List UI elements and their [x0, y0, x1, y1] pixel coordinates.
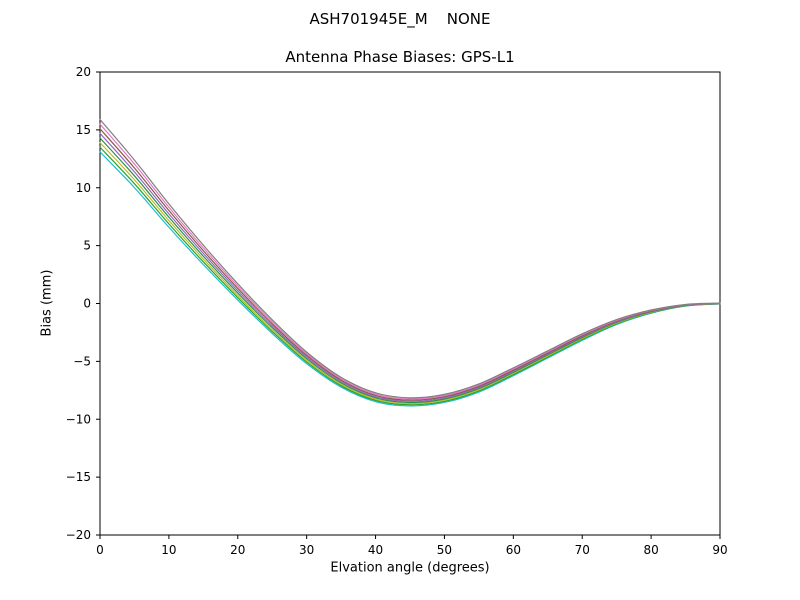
series-line [99, 142, 721, 405]
y-tick-label: 15 [76, 123, 91, 137]
y-tick-label: 20 [76, 65, 91, 79]
x-tick-label: 20 [230, 543, 245, 557]
x-tick-label: 60 [506, 543, 521, 557]
chart-title: ASH701945E_M NONE [309, 10, 491, 28]
series-line [99, 128, 721, 401]
x-tick-label: 40 [368, 543, 383, 557]
y-tick-label: −5 [73, 354, 91, 368]
series-line [99, 137, 721, 404]
x-tick-label: 80 [643, 543, 658, 557]
y-tick-label: 5 [83, 239, 91, 253]
x-tick-label: 70 [575, 543, 590, 557]
series-line [99, 132, 721, 402]
x-tick-label: 30 [299, 543, 314, 557]
series-line [99, 146, 721, 406]
x-tick-label: 90 [712, 543, 727, 557]
axes-box [99, 71, 721, 536]
series-line [99, 151, 721, 407]
x-tick-label: 0 [96, 543, 104, 557]
x-tick-label: 10 [161, 543, 176, 557]
y-tick-label: −10 [66, 412, 91, 426]
y-tick-label: 0 [83, 297, 91, 311]
y-tick-label: −15 [66, 470, 91, 484]
y-tick-label: 10 [76, 181, 91, 195]
series-line [99, 118, 721, 399]
y-tick-label: −20 [66, 528, 91, 542]
x-tick-label: 50 [437, 543, 452, 557]
x-axis-label: Elvation angle (degrees) [330, 560, 490, 576]
series-line [99, 123, 721, 400]
y-axis-label: Bias (mm) [39, 269, 55, 337]
chart-subtitle: Antenna Phase Biases: GPS-L1 [285, 48, 515, 66]
